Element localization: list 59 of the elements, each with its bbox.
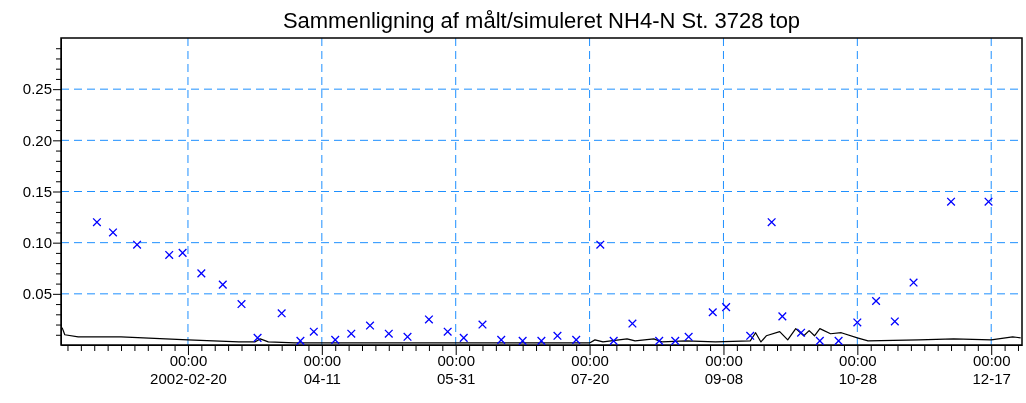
point xyxy=(518,336,528,346)
point xyxy=(253,333,263,343)
point xyxy=(178,248,188,258)
y-tick-label: 0.25 xyxy=(22,80,52,98)
point xyxy=(684,332,694,342)
point xyxy=(365,321,375,331)
point xyxy=(670,336,680,346)
point xyxy=(745,331,755,341)
point xyxy=(196,268,206,278)
point xyxy=(218,280,228,290)
point xyxy=(92,217,102,227)
point xyxy=(909,278,919,288)
x-tick-label: 00:00 09-08 xyxy=(704,352,744,387)
x-tick-label: 00:00 04-11 xyxy=(303,352,342,387)
point xyxy=(496,335,506,345)
y-tick-label: 0.10 xyxy=(22,233,52,251)
point xyxy=(424,314,434,324)
point xyxy=(330,335,340,345)
point xyxy=(237,299,246,309)
point xyxy=(459,333,469,343)
point xyxy=(571,335,581,345)
y-tick-label: 0.05 xyxy=(22,285,52,303)
point xyxy=(871,296,881,306)
point xyxy=(777,311,787,321)
point xyxy=(403,332,412,342)
point xyxy=(595,240,605,250)
point xyxy=(295,336,305,346)
point xyxy=(946,197,956,207)
point xyxy=(536,336,546,346)
point xyxy=(984,197,994,207)
point xyxy=(852,318,862,327)
x-tick-label: 00:00 05-31 xyxy=(437,352,476,387)
point xyxy=(384,329,394,339)
point xyxy=(609,336,619,346)
x-tick-label: 00:00 12-17 xyxy=(972,352,1011,387)
x-tick-label: 00:00 2002-02-20 xyxy=(150,352,227,387)
point xyxy=(346,329,356,339)
point xyxy=(654,336,664,346)
point xyxy=(708,307,718,317)
point xyxy=(721,302,731,312)
point xyxy=(834,336,844,346)
point xyxy=(309,327,319,337)
x-tick-label: 00:00 10-28 xyxy=(838,352,878,387)
point xyxy=(767,217,777,227)
point xyxy=(890,316,900,326)
point xyxy=(164,250,174,260)
point xyxy=(627,319,637,328)
point xyxy=(277,308,287,318)
point xyxy=(796,328,806,338)
point xyxy=(108,227,118,237)
y-tick-label: 0.15 xyxy=(22,182,52,200)
point xyxy=(132,240,142,250)
point xyxy=(815,336,825,346)
chart-title: Sammenligning af målt/simuleret NH4-N St. 3728 top xyxy=(282,8,801,33)
x-tick-label: 00:00 07-20 xyxy=(570,352,610,387)
point xyxy=(443,327,453,337)
point xyxy=(552,331,562,341)
point xyxy=(478,320,487,330)
y-tick-label: 0.20 xyxy=(22,131,52,149)
